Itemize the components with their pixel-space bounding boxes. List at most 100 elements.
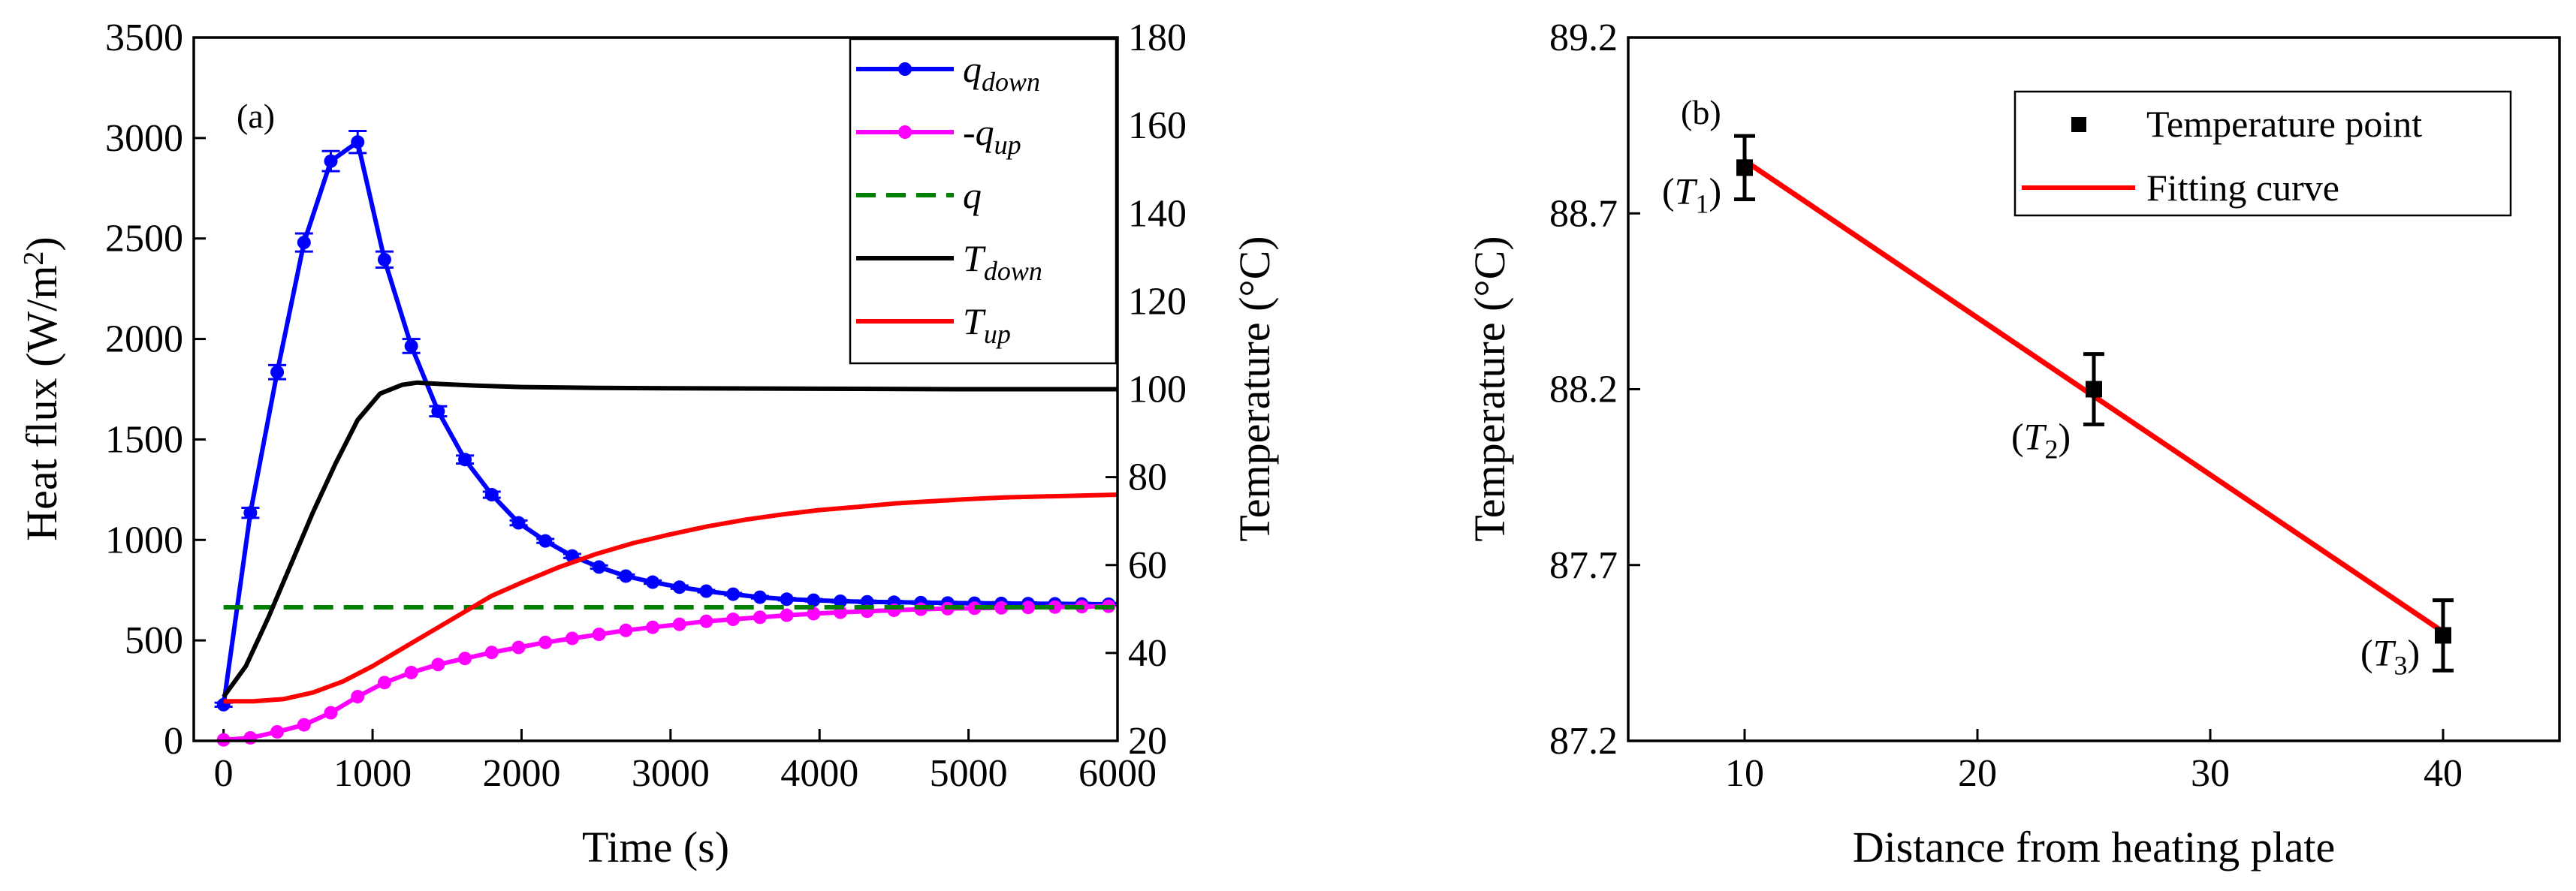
data-point xyxy=(511,516,526,530)
data-point xyxy=(1048,600,1062,614)
panel-a-x-axis-title: Time (s) xyxy=(582,823,729,871)
panel-b-legend-box xyxy=(2013,90,2512,217)
legend-label: q xyxy=(963,174,982,216)
data-point xyxy=(404,339,418,353)
panel-a-y-tick-label: 500 xyxy=(125,619,183,662)
panel-a-x-tick-label: 1000 xyxy=(333,752,412,795)
data-point xyxy=(726,613,741,627)
data-point xyxy=(672,580,686,595)
panel-a-legend: qdown -qup q Tdown Tup xyxy=(849,38,1118,365)
data-point xyxy=(511,640,526,655)
panel-a-y2-tick-label: 120 xyxy=(1128,280,1187,323)
panel-a-y-tick-label: 0 xyxy=(164,720,183,763)
temperature-point xyxy=(2086,381,2102,398)
panel-b-frame xyxy=(1627,36,2561,742)
series-line-q-down xyxy=(221,140,1109,706)
data-point xyxy=(699,584,713,598)
data-point xyxy=(484,488,499,502)
panel-a: 0 1000 2000 3000 4000 5000 6000 0 500 1000 1500 200… xyxy=(17,17,1279,871)
data-point xyxy=(592,628,606,642)
data-point xyxy=(404,665,418,679)
data-point xyxy=(377,676,391,690)
data-point xyxy=(807,593,821,607)
panel-b-ticks: 10 20 30 40 87.2 87.7 88.2 88.7 89.2 xyxy=(1549,17,2463,795)
data-point xyxy=(565,631,579,646)
panel-b-label: (b) xyxy=(1681,93,1721,131)
data-point xyxy=(484,646,499,660)
data-point xyxy=(431,658,445,672)
data-point xyxy=(753,590,767,604)
panel-a-x-tick-label: 0 xyxy=(214,752,234,795)
legend-label: qdown xyxy=(963,48,1040,97)
panel-a-y-tick-label: 2500 xyxy=(105,218,183,260)
data-point xyxy=(619,623,633,637)
panel-b: 10 20 30 40 87.2 87.7 88.2 88.7 89.2 (T1) (T2) (T3… xyxy=(1465,17,2561,871)
panel-a-y2-tick-label: 80 xyxy=(1128,456,1167,499)
panel-b-y-tick-label: 88.7 xyxy=(1549,192,1618,235)
panel-a-y2-tick-label: 20 xyxy=(1128,720,1167,763)
legend-label: Tdown xyxy=(963,237,1042,286)
panel-a-y-tick-label: 1500 xyxy=(105,418,183,461)
panel-a-x-tick-label: 3000 xyxy=(632,752,710,795)
data-point xyxy=(431,404,445,418)
panel-a-x-tick-label: 4000 xyxy=(780,752,858,795)
panel-a-x-tick-label: 6000 xyxy=(1078,752,1157,795)
panel-a-y-tick-label: 3500 xyxy=(105,17,183,59)
data-point xyxy=(270,365,285,379)
data-point xyxy=(726,587,741,601)
panel-a-ticks: 0 1000 2000 3000 4000 5000 6000 0 500 1000 1500 200… xyxy=(105,17,1187,795)
data-point xyxy=(780,592,794,607)
temperature-point xyxy=(2435,627,2451,644)
panel-b-y-tick-label: 87.2 xyxy=(1549,720,1618,763)
panel-a-y-tick-label: 3000 xyxy=(105,117,183,160)
legend-marker xyxy=(898,125,912,139)
data-point xyxy=(967,601,982,616)
panel-b-y-tick-label: 89.2 xyxy=(1549,17,1618,59)
panel-a-y2-tick-label: 100 xyxy=(1128,369,1187,411)
panel-a-y-axis-title: Heat flux (W/m2) xyxy=(17,236,66,541)
panel-a-y-tick-label: 2000 xyxy=(105,318,183,361)
data-point xyxy=(297,236,311,250)
panel-a-x-tick-label: 2000 xyxy=(482,752,560,795)
legend-marker xyxy=(898,62,912,76)
data-point xyxy=(351,135,365,149)
panel-a-x-tick-label: 5000 xyxy=(930,752,1008,795)
panel-b-x-tick-label: 40 xyxy=(2424,752,2463,795)
panel-b-legend-fit-label: Fitting curve xyxy=(2146,167,2339,209)
panel-b-legend-points-label: Temperature point xyxy=(2146,103,2422,145)
panel-b-y-tick-label: 88.2 xyxy=(1549,369,1618,411)
panel-a-legend-items: qdown -qup q Tdown Tup xyxy=(856,48,1042,349)
data-point xyxy=(377,252,391,266)
panel-a-frame xyxy=(192,36,1119,742)
panel-a-series xyxy=(214,129,1118,747)
panel-b-series: (T1) (T2) (T3) xyxy=(1662,134,2454,680)
series-line-T-down xyxy=(222,380,1118,699)
panel-b-x-axis-title: Distance from heating plate xyxy=(1853,823,2336,871)
data-point xyxy=(324,154,338,168)
data-point xyxy=(243,506,258,520)
panel-a-y-tick-label: 1000 xyxy=(105,519,183,561)
data-point xyxy=(538,635,553,649)
panel-b-x-tick-label: 30 xyxy=(2191,752,2230,795)
data-point xyxy=(619,569,633,583)
series-line-T-up xyxy=(223,492,1118,704)
data-point xyxy=(646,620,660,634)
panel-a-y-axis-title-base: Heat flux (W/m xyxy=(17,266,66,541)
panel-b-y-axis-title: Temperature (°C) xyxy=(1465,236,1514,541)
data-point xyxy=(834,594,847,608)
panel-a-label: (a) xyxy=(237,97,275,135)
data-point xyxy=(324,706,338,720)
data-point xyxy=(538,534,553,548)
panel-a-y2-tick-label: 160 xyxy=(1128,104,1187,147)
panel-b-legend: Temperature point Fitting curve xyxy=(2013,90,2512,217)
panel-a-y2-tick-label: 60 xyxy=(1128,544,1167,587)
data-point xyxy=(351,690,365,704)
data-point xyxy=(458,453,472,467)
data-point xyxy=(458,652,472,666)
data-point xyxy=(1021,601,1035,615)
data-point xyxy=(699,614,713,628)
data-point xyxy=(780,608,794,622)
panel-a-y2-tick-label: 180 xyxy=(1128,17,1187,59)
data-point xyxy=(753,610,767,625)
point-label: (T3) xyxy=(2360,631,2420,680)
